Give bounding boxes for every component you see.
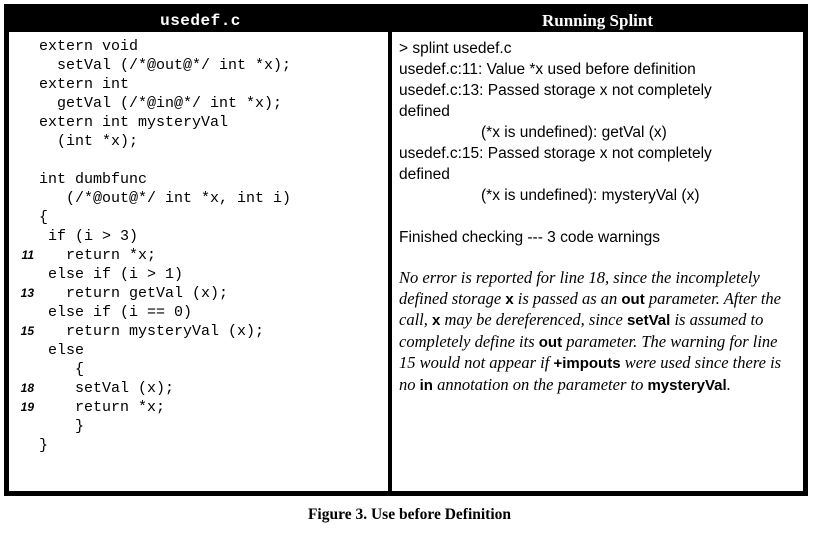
code-line: getVal (/*@in@*/ int *x);: [11, 94, 388, 113]
code-line-text: setVal (x);: [39, 380, 175, 397]
output-line: > splint usedef.c: [399, 40, 512, 57]
code-line: else if (i > 1): [11, 265, 388, 284]
splint-output-lines: > splint usedef.c usedef.c:11: Value *x u…: [399, 38, 797, 266]
code-line-text: if (i > 3): [39, 228, 139, 245]
note-text-run: No error is reported for line 18, since …: [399, 268, 760, 308]
code-line: [11, 151, 388, 170]
output-blank-line: [399, 206, 797, 227]
source-file-title: usedef.c: [160, 11, 241, 30]
code-line-text: }: [39, 418, 85, 435]
code-line-text: int dumbfunc: [39, 171, 148, 188]
figure-table: usedef.c Running Splint extern void setV…: [4, 4, 808, 496]
code-line: int dumbfunc: [11, 170, 388, 189]
code-line-text: return *x;: [39, 399, 166, 416]
code-line-text: getVal (/*@in@*/ int *x);: [39, 95, 283, 112]
code-line-text: extern int mysteryVal: [39, 114, 229, 131]
code-line-text: (/*@out@*/ int *x, int i): [39, 190, 292, 207]
note-code-term: x: [505, 290, 514, 308]
code-line-text: return mysteryVal (x);: [39, 323, 265, 340]
code-line: (/*@out@*/ int *x, int i): [11, 189, 388, 208]
note-text-run: .: [726, 374, 731, 394]
running-splint-title: Running Splint: [541, 11, 654, 30]
code-line-text: }: [39, 437, 49, 454]
note-text-run: were used since there is no: [399, 353, 782, 394]
note-code-term: in: [419, 376, 433, 394]
figure-caption: Figure 3. Use before Definition: [307, 506, 512, 523]
output-line: usedef.c:13: Passed storage x not comple…: [399, 82, 712, 99]
header-cell-running-splint: Running Splint: [392, 9, 803, 32]
note-code-term: out: [538, 333, 563, 351]
note-text-run: parameter. After the call,: [399, 288, 781, 330]
code-line-text: else if (i > 1): [39, 266, 184, 283]
code-line: }: [11, 436, 388, 455]
code-line: 19 return *x;: [11, 398, 388, 417]
splint-output-pane: > splint usedef.c usedef.c:11: Value *x u…: [392, 32, 803, 491]
code-line: 15 return mysteryVal (x);: [11, 322, 388, 341]
code-line: }: [11, 417, 388, 436]
note-code-term: out: [621, 290, 645, 308]
output-line: Finished checking --- 3 code warnings: [399, 229, 661, 246]
code-line: 18 setVal (x);: [11, 379, 388, 398]
code-line-number: 19: [20, 400, 34, 414]
code-line-text: return getVal (x);: [39, 285, 229, 302]
output-line: defined: [399, 166, 450, 183]
output-line: defined: [399, 103, 450, 120]
code-line-text: {: [39, 209, 49, 226]
code-line: else: [11, 341, 388, 360]
code-line: setVal (/*@out@*/ int *x);: [11, 56, 388, 75]
output-line: (*x is undefined): getVal (x): [481, 124, 667, 141]
code-line: extern int mysteryVal: [11, 113, 388, 132]
note-code-term: mysteryVal: [647, 376, 727, 394]
note-text-run: may be dereferenced, since: [440, 310, 627, 329]
output-line: (*x is undefined): mysteryVal (x): [481, 187, 700, 204]
note-code-term: x: [432, 312, 441, 329]
code-line-number: 18: [20, 381, 34, 395]
note-text-run: is assumed to completely define its: [399, 310, 764, 351]
note-code-term: setVal: [626, 312, 671, 329]
code-line-text: setVal (/*@out@*/ int *x);: [39, 57, 292, 74]
code-line-text: else: [39, 342, 85, 359]
code-line: 13 return getVal (x);: [11, 284, 388, 303]
code-line-number: 15: [20, 324, 34, 338]
note-text-run: parameter. The warning for line 15 would…: [399, 331, 778, 373]
code-line-text: extern void: [39, 38, 139, 55]
code-line-text: else if (i == 0): [39, 304, 193, 321]
code-line: else if (i == 0): [11, 303, 388, 322]
code-line-number: 13: [20, 286, 34, 300]
table-body-row: extern void setVal (/*@out@*/ int *x); ex…: [9, 32, 803, 491]
code-line: 11 return *x;: [11, 246, 388, 265]
note-text-run: annotation on the parameter to: [432, 374, 648, 394]
note-code-term: +impouts: [553, 355, 621, 372]
explanatory-note: No error is reported for line 18, since …: [399, 268, 797, 396]
code-line-text: extern int: [39, 76, 130, 93]
code-line-text: {: [39, 361, 85, 378]
source-code-pane: extern void setVal (/*@out@*/ int *x); ex…: [9, 32, 392, 491]
code-line-text: return *x;: [39, 247, 157, 264]
code-line: if (i > 3): [11, 227, 388, 246]
code-line: (int *x);: [11, 132, 388, 151]
code-line-number: 11: [21, 248, 34, 262]
code-line: {: [11, 360, 388, 379]
code-line-text: (int *x);: [39, 133, 139, 150]
output-line: usedef.c:15: Passed storage x not comple…: [399, 145, 712, 162]
note-text-run: is passed as an: [513, 288, 622, 308]
header-cell-source-file: usedef.c: [9, 9, 392, 32]
code-line: extern void: [11, 37, 388, 56]
code-line: extern int: [11, 75, 388, 94]
output-line: usedef.c:11: Value *x used before defini…: [399, 61, 696, 78]
table-header-row: usedef.c Running Splint: [9, 9, 803, 32]
code-line: {: [11, 208, 388, 227]
output-note-spacer: [399, 248, 797, 266]
